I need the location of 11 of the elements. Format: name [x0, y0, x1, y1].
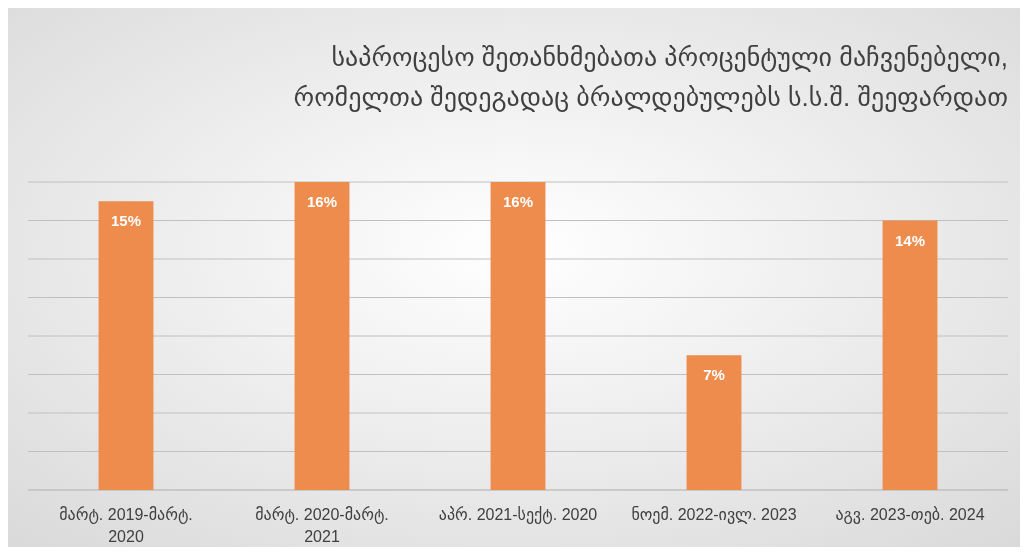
x-tick-label: აგვ. 2023-თებ. 2024 — [835, 506, 985, 524]
x-tick-label: მარტ. 2020-მარტ. 2021 — [255, 506, 389, 545]
data-label: 7% — [703, 366, 725, 384]
data-label: 16% — [502, 193, 534, 210]
x-tick-label: აპრ. 2021-სექტ. 2020 — [438, 506, 598, 524]
data-label: 14% — [894, 231, 926, 249]
x-tick-label: ნოემ. 2022-ივლ. 2023 — [631, 506, 797, 524]
chart-title: საპროცესო შეთანხმებათა პროცენტული მაჩვენებელი, რომელთა შედეგადაც ბრალდებულებს ს.ს.შ. შეეფარდათ — [293, 42, 1008, 112]
data-label: 15% — [110, 212, 142, 230]
x-tick-label: მარტ. 2019-მარტ. 2020 — [59, 506, 193, 545]
data-label: 16% — [306, 193, 338, 210]
